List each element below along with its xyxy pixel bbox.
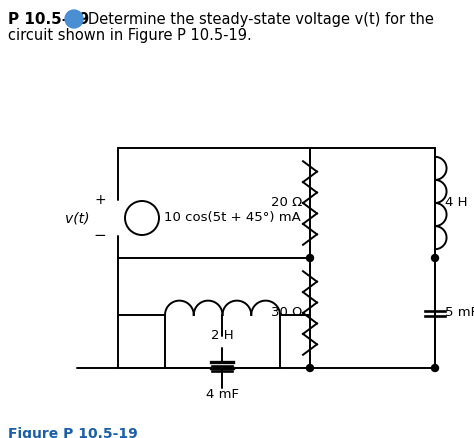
Text: 5 mF: 5 mF bbox=[445, 307, 474, 319]
Circle shape bbox=[125, 201, 159, 235]
Text: 20 Ω: 20 Ω bbox=[271, 197, 302, 209]
Circle shape bbox=[431, 254, 438, 261]
Circle shape bbox=[65, 10, 83, 28]
Text: Figure P 10.5-19: Figure P 10.5-19 bbox=[8, 427, 138, 438]
Text: circuit shown in Figure P 10.5-19.: circuit shown in Figure P 10.5-19. bbox=[8, 28, 252, 43]
Text: 4 mF: 4 mF bbox=[206, 388, 239, 401]
Text: 10 cos(5t + 45°) mA: 10 cos(5t + 45°) mA bbox=[164, 212, 301, 225]
Text: v(t): v(t) bbox=[65, 211, 90, 225]
Text: +: + bbox=[94, 193, 106, 207]
Circle shape bbox=[307, 254, 313, 261]
Text: 30 Ω: 30 Ω bbox=[271, 307, 302, 319]
Circle shape bbox=[307, 364, 313, 371]
Circle shape bbox=[431, 364, 438, 371]
Text: 2 H: 2 H bbox=[211, 329, 234, 342]
Text: 4 H: 4 H bbox=[445, 197, 467, 209]
Text: P 10.5-19: P 10.5-19 bbox=[8, 12, 89, 27]
Text: −: − bbox=[94, 229, 106, 244]
Text: +: + bbox=[68, 11, 81, 27]
Text: Determine the steady-state voltage v(t) for the: Determine the steady-state voltage v(t) … bbox=[88, 12, 434, 27]
